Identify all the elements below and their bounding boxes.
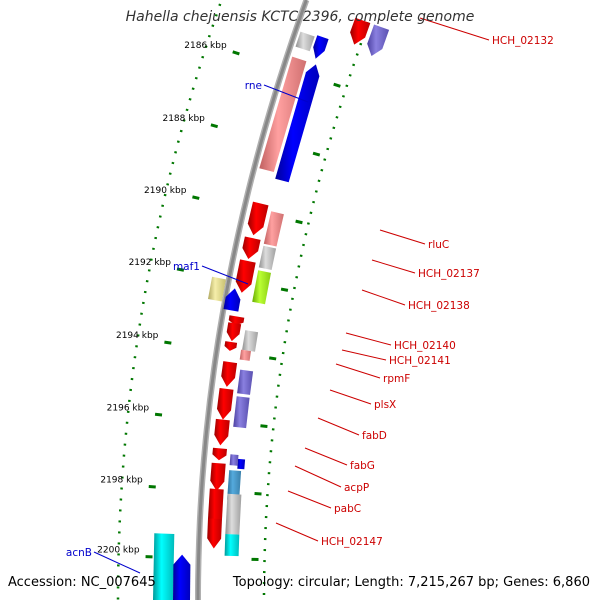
gene-label[interactable]: rluC	[428, 239, 449, 251]
gene-label[interactable]: pabC	[334, 503, 361, 515]
gene-feature-block	[240, 350, 251, 361]
gene-label[interactable]: HCH_02141	[389, 355, 451, 367]
ruler-tick	[164, 342, 171, 343]
ruler-tick-outer	[334, 84, 341, 86]
gene-label[interactable]: fabD	[362, 430, 387, 442]
ruler-tick-outer	[296, 221, 303, 223]
ruler-tick	[155, 414, 162, 415]
gene-label-connector	[346, 333, 391, 345]
gene-feature-block	[248, 202, 269, 236]
ruler-tick	[211, 125, 218, 127]
gene-feature-block	[230, 454, 239, 466]
gene-feature-block	[296, 32, 315, 52]
gene-feature-block	[237, 370, 253, 395]
gene-feature-block	[225, 534, 240, 556]
gene-feature-block	[252, 270, 271, 304]
gene-feature-block	[214, 419, 230, 446]
ruler-tick-outer	[269, 358, 276, 359]
gene-feature-block	[313, 35, 328, 59]
gene-feature-block	[210, 463, 225, 491]
ruler-kbp-label: 2198 kbp	[100, 475, 143, 485]
gene-label-connector	[295, 466, 341, 487]
gene-label[interactable]: rne	[245, 80, 262, 92]
gene-label-connector	[318, 418, 359, 435]
gene-label-connector	[342, 350, 386, 360]
ruler-kbp-label: 2192 kbp	[129, 258, 172, 268]
ruler-kbp-label: 2196 kbp	[107, 403, 150, 413]
gene-label[interactable]: HCH_02147	[321, 536, 383, 548]
gene-feature-block	[242, 237, 260, 260]
gene-label-connector	[305, 448, 347, 465]
gene-feature-block	[212, 448, 227, 461]
gene-label[interactable]: acnB	[66, 547, 92, 559]
gene-feature-block	[207, 518, 222, 548]
gene-label-connector	[276, 523, 318, 541]
ruler-kbp-label: 2200 kbp	[97, 546, 140, 556]
ruler-kbp-label: 2188 kbp	[162, 114, 205, 124]
gene-feature-block	[225, 341, 238, 351]
ruler-tick	[192, 197, 199, 199]
gene-label[interactable]: HCH_02138	[408, 300, 470, 312]
gene-label[interactable]: HCH_02132	[492, 35, 554, 47]
gene-label[interactable]: acpP	[344, 482, 369, 494]
map-title: Hahella chejuensis KCTC 2396, complete g…	[0, 9, 600, 25]
ruler-tick-layer	[146, 52, 341, 560]
dotted-guide-layer	[118, 0, 368, 600]
ruler-tick-outer	[260, 426, 267, 427]
gene-feature-block	[264, 211, 284, 246]
accession-text: Accession: NC_007645	[8, 575, 156, 590]
gene-feature-block	[237, 459, 245, 469]
ruler-tick-outer	[281, 289, 288, 290]
gene-feature-block	[221, 361, 237, 387]
ruler-kbp-label: 2190 kbp	[144, 186, 187, 196]
gene-feature-block	[153, 533, 174, 600]
gene-feature-block	[173, 555, 190, 600]
gene-feature-block	[242, 330, 258, 352]
gene-feature-block	[367, 25, 389, 57]
gene-label-connector	[362, 290, 405, 305]
gene-feature-block	[233, 396, 249, 428]
ruler-kbp-label: 2186 kbp	[184, 41, 227, 51]
ruler-tick	[233, 52, 240, 54]
label-layer: 2186 kbp 2188 kbp 2190 kbp 2192 kbp 2194 kbp…	[66, 35, 554, 559]
gene-label[interactable]: rpmF	[383, 373, 410, 385]
gene-label[interactable]: HCH_02137	[418, 268, 480, 280]
gene-label[interactable]: HCH_02140	[394, 340, 456, 352]
gene-label-connector	[330, 390, 371, 404]
gene-label-connector	[372, 260, 415, 273]
gene-label[interactable]: maf1	[173, 261, 200, 273]
ruler-tick-outer	[313, 153, 320, 155]
ruler-kbp-label: 2194 kbp	[116, 331, 159, 341]
gene-label-connector	[288, 491, 331, 508]
gene-feature-block	[217, 388, 234, 420]
genome-summary-text: Topology: circular; Length: 7,215,267 bp…	[233, 575, 590, 590]
gene-label-connector	[336, 364, 380, 378]
gene-label-connector	[380, 230, 425, 244]
gene-feature-block	[259, 246, 276, 270]
gene-label[interactable]: plsX	[374, 399, 396, 411]
gene-feature-block	[236, 259, 256, 292]
gene-feature-block	[225, 494, 241, 535]
gene-feature-block	[227, 322, 242, 341]
gene-label[interactable]: fabG	[350, 460, 375, 472]
